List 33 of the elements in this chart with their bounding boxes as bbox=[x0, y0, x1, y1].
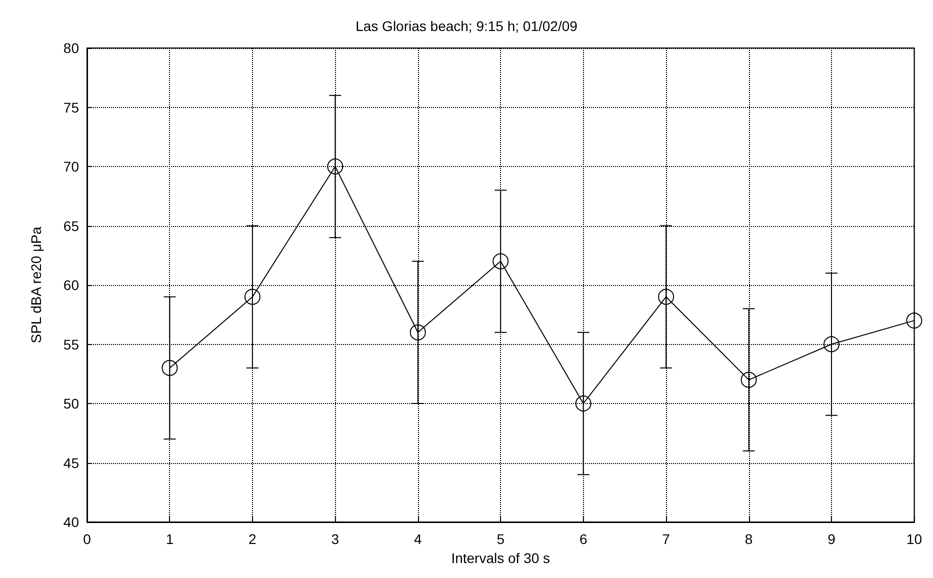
point bbox=[824, 336, 840, 352]
y-tick-label: 65 bbox=[63, 218, 80, 234]
point bbox=[658, 288, 674, 305]
x-axis-title: Intervals of 30 s bbox=[451, 550, 550, 566]
y-tick-label: 70 bbox=[63, 158, 80, 174]
y-tick-label: 80 bbox=[63, 40, 80, 56]
point bbox=[740, 372, 757, 388]
x-tick-label: 8 bbox=[744, 531, 753, 547]
x-tick-label: 2 bbox=[248, 531, 257, 547]
y-tick-label: 55 bbox=[63, 336, 80, 352]
point bbox=[244, 288, 260, 305]
x-tick-label: 6 bbox=[579, 531, 588, 547]
y-axis-title: SPL dBA re20 μPa bbox=[28, 226, 44, 344]
y-tick-label: 45 bbox=[63, 454, 80, 471]
x-tick-label: 0 bbox=[83, 531, 92, 547]
point bbox=[327, 158, 344, 174]
x-tick-label: 1 bbox=[166, 531, 174, 547]
x-tick-label: 3 bbox=[331, 531, 340, 547]
y-tick-label: 50 bbox=[63, 396, 80, 412]
point bbox=[575, 396, 592, 412]
x-tick-label: 4 bbox=[414, 531, 422, 547]
x-tick-label: 10 bbox=[906, 531, 922, 547]
chart-title: Las Glorias beach; 9:15 h; 01/02/09 bbox=[356, 18, 578, 34]
point bbox=[492, 253, 509, 270]
point bbox=[906, 312, 922, 329]
y-tick-label: 75 bbox=[63, 99, 80, 116]
point bbox=[162, 360, 178, 376]
y-tick-label: 60 bbox=[63, 277, 80, 293]
y-tick-label: 40 bbox=[63, 514, 80, 530]
x-tick-label: 9 bbox=[828, 531, 836, 547]
point bbox=[410, 324, 426, 340]
x-tick-label: 5 bbox=[496, 531, 505, 547]
x-tick-label: 7 bbox=[662, 531, 670, 547]
